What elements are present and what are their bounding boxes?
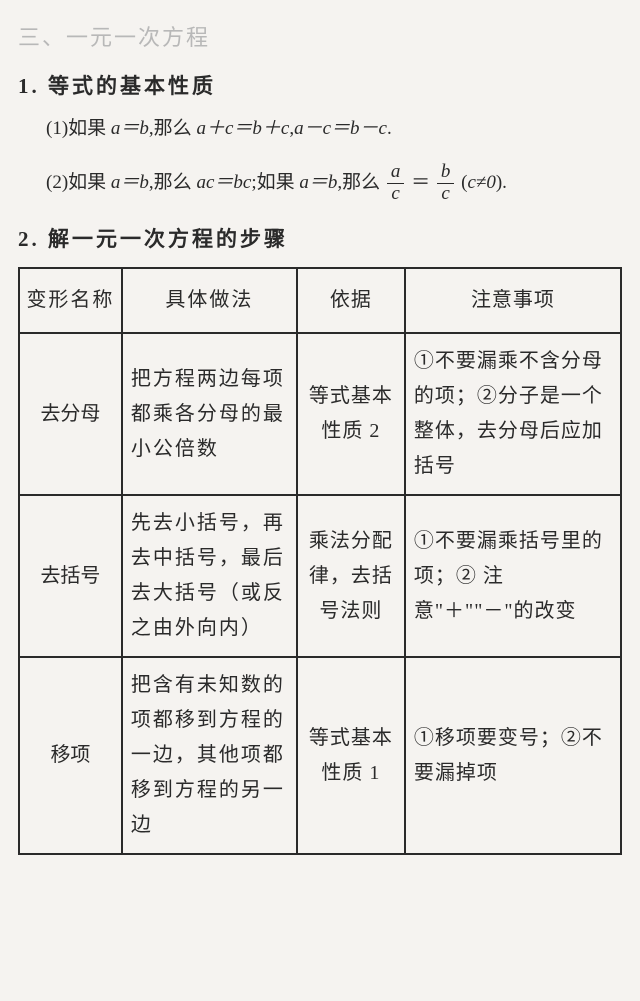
prop1-period: . (387, 118, 392, 139)
table-row: 去分母 把方程两边每项都乘各分母的最小公倍数 等式基本性质 2 ①不要漏乘不含分… (19, 333, 621, 495)
row2-basis: 等式基本性质 1 (297, 657, 405, 854)
header-method: 具体做法 (122, 268, 297, 333)
table-row: 去括号 先去小括号，再去中括号，最后去大括号（或反之由外向内） 乘法分配律，去括… (19, 495, 621, 657)
row0-basis: 等式基本性质 2 (297, 333, 405, 495)
header-name: 变形名称 (19, 268, 122, 333)
prop2-eq: ＝ (406, 172, 435, 193)
prop2-paren2: ). (496, 172, 507, 193)
row1-basis: 乘法分配律，去括号法则 (297, 495, 405, 657)
prop2-cne: c≠0 (467, 172, 495, 193)
frac1-den: c (387, 184, 405, 205)
steps-table: 变形名称 具体做法 依据 注意事项 去分母 把方程两边每项都乘各分母的最小公倍数… (18, 267, 622, 855)
prop2-paren1: ( (456, 172, 467, 193)
header-notes: 注意事项 (405, 268, 621, 333)
prop2-eq1: a＝b (111, 172, 149, 193)
prop2-mid2: ;如果 (251, 172, 299, 193)
row2-notes: ①移项要变号；②不要漏掉项 (405, 657, 621, 854)
property-2: (2)如果 a＝b,那么 ac＝bc;如果 a＝b,那么 ac ＝ bc (c≠… (46, 162, 622, 205)
table-header-row: 变形名称 具体做法 依据 注意事项 (19, 268, 621, 333)
row0-name: 去分母 (19, 333, 122, 495)
fraction-2: bc (437, 162, 455, 205)
prop1-eq1: a＝b (111, 118, 149, 139)
row2-method: 把含有未知数的项都移到方程的一边，其他项都移到方程的另一边 (122, 657, 297, 854)
prop2-mid1: ,那么 (149, 172, 197, 193)
row1-notes: ①不要漏乘括号里的项；② 注意"＋""－"的改变 (405, 495, 621, 657)
prop2-mid3: ,那么 (337, 172, 385, 193)
property-1: (1)如果 a＝b,那么 a＋c＝b＋c,a－c＝b－c. (46, 114, 622, 144)
chapter-title: 三、一元一次方程 (18, 20, 622, 52)
row1-name: 去括号 (19, 495, 122, 657)
section1-title: 1. 等式的基本性质 (18, 70, 622, 100)
row0-method: 把方程两边每项都乘各分母的最小公倍数 (122, 333, 297, 495)
prop1-eq3: a－c＝b－c (294, 118, 387, 139)
row0-notes: ①不要漏乘不含分母的项；②分子是一个整体，去分母后应加括号 (405, 333, 621, 495)
row1-method: 先去小括号，再去中括号，最后去大括号（或反之由外向内） (122, 495, 297, 657)
frac2-den: c (437, 184, 455, 205)
header-basis: 依据 (297, 268, 405, 333)
prop1-mid1: ,那么 (149, 118, 197, 139)
table-row: 移项 把含有未知数的项都移到方程的一边，其他项都移到方程的另一边 等式基本性质 … (19, 657, 621, 854)
prop1-prefix: (1)如果 (46, 118, 111, 139)
section2-title: 2. 解一元一次方程的步骤 (18, 223, 622, 253)
prop2-eq2: ac＝bc (196, 172, 251, 193)
frac2-num: b (437, 162, 455, 184)
frac1-num: a (387, 162, 405, 184)
row2-name: 移项 (19, 657, 122, 854)
prop2-prefix: (2)如果 (46, 172, 111, 193)
fraction-1: ac (387, 162, 405, 205)
prop1-eq2: a＋c＝b＋c (196, 118, 289, 139)
prop2-eq3: a＝b (299, 172, 337, 193)
